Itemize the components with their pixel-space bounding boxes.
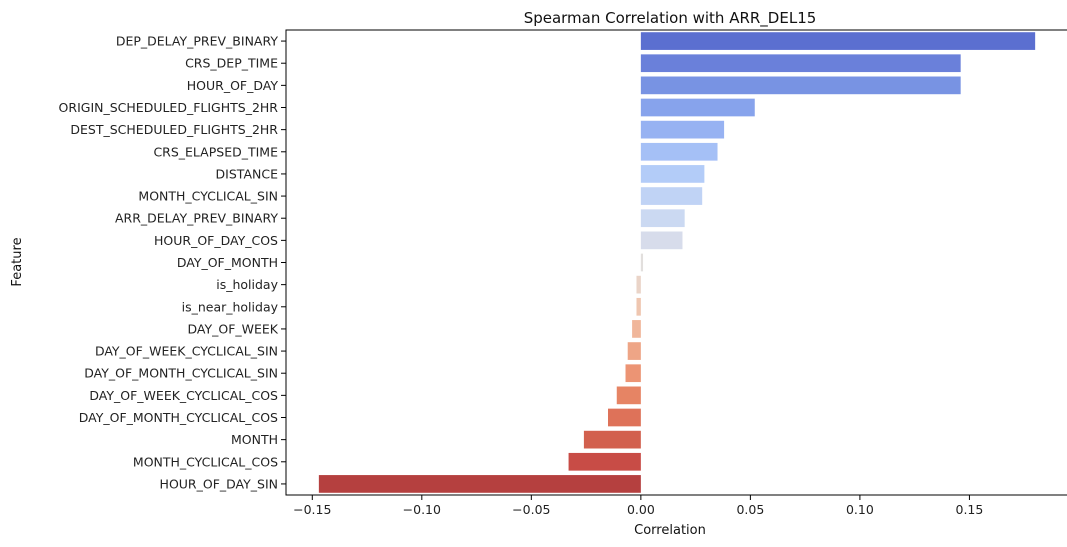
bar-5 <box>640 142 718 161</box>
x-tick-label-5: 0.10 <box>846 502 874 517</box>
bar-16 <box>616 386 641 405</box>
y-tick-label-20: HOUR_OF_DAY_SIN <box>160 476 278 491</box>
x-tick-label-2: −0.05 <box>512 502 550 517</box>
bar-13 <box>632 320 641 338</box>
y-tick-label-10: DAY_OF_MONTH <box>177 255 278 270</box>
y-tick-label-3: ORIGIN_SCHEDULED_FLIGHTS_2HR <box>59 100 279 115</box>
bar-9 <box>640 231 683 250</box>
bar-2 <box>640 76 961 95</box>
y-tick-label-4: DEST_SCHEDULED_FLIGHTS_2HR <box>70 122 278 137</box>
y-tick-label-5: CRS_ELAPSED_TIME <box>153 144 278 159</box>
y-tick-label-12: is_near_holiday <box>182 299 279 314</box>
chart-title: Spearman Correlation with ARR_DEL15 <box>524 9 817 28</box>
bar-8 <box>640 209 685 228</box>
y-tick-label-0: DEP_DELAY_PREV_BINARY <box>116 34 279 49</box>
bar-11 <box>636 275 641 294</box>
y-tick-label-18: MONTH <box>231 432 278 447</box>
x-tick-label-1: −0.10 <box>403 502 441 517</box>
y-tick-label-1: CRS_DEP_TIME <box>185 56 278 71</box>
y-tick-label-2: HOUR_OF_DAY <box>187 78 279 93</box>
x-tick-label-6: 0.15 <box>956 502 984 517</box>
bar-4 <box>640 120 725 139</box>
y-tick-label-6: DISTANCE <box>216 166 279 181</box>
bar-17 <box>608 408 641 427</box>
bar-18 <box>583 430 641 449</box>
bar-1 <box>640 54 961 73</box>
bars-group <box>318 32 1036 493</box>
x-tick-label-3: 0.00 <box>627 502 655 517</box>
bar-0 <box>640 32 1036 50</box>
bar-6 <box>640 165 705 183</box>
y-tick-label-11: is_holiday <box>216 277 278 292</box>
y-tick-label-15: DAY_OF_MONTH_CYCLICAL_SIN <box>84 366 278 381</box>
y-tick-label-8: ARR_DELAY_PREV_BINARY <box>115 211 278 226</box>
bar-15 <box>625 364 641 383</box>
y-tick-label-9: HOUR_OF_DAY_COS <box>154 233 278 248</box>
bar-7 <box>640 187 703 205</box>
y-axis-title: Feature <box>10 237 25 286</box>
y-tick-label-13: DAY_OF_WEEK <box>187 321 278 336</box>
x-tick-label-4: 0.05 <box>736 502 764 517</box>
bar-10 <box>640 253 644 272</box>
x-ticks: −0.15 −0.10 −0.05 0.00 0.05 0.10 0.15 <box>293 495 983 517</box>
y-tick-label-19: MONTH_CYCLICAL_COS <box>133 454 278 469</box>
y-tick-label-14: DAY_OF_WEEK_CYCLICAL_SIN <box>95 344 278 359</box>
bar-19 <box>568 452 641 471</box>
y-tick-labels: DEP_DELAY_PREV_BINARY CRS_DEP_TIME HOUR_OF… <box>59 34 286 491</box>
plot-frame <box>285 29 1067 496</box>
bar-20 <box>318 475 641 493</box>
bar-3 <box>640 98 755 117</box>
x-axis-title: Correlation <box>634 523 706 538</box>
bar-12 <box>636 297 641 316</box>
bar-14 <box>627 342 641 360</box>
y-tick-label-7: MONTH_CYCLICAL_SIN <box>138 189 278 204</box>
y-tick-label-16: DAY_OF_WEEK_CYCLICAL_COS <box>89 388 278 403</box>
y-tick-label-17: DAY_OF_MONTH_CYCLICAL_COS <box>79 410 278 425</box>
x-tick-label-0: −0.15 <box>293 502 331 517</box>
